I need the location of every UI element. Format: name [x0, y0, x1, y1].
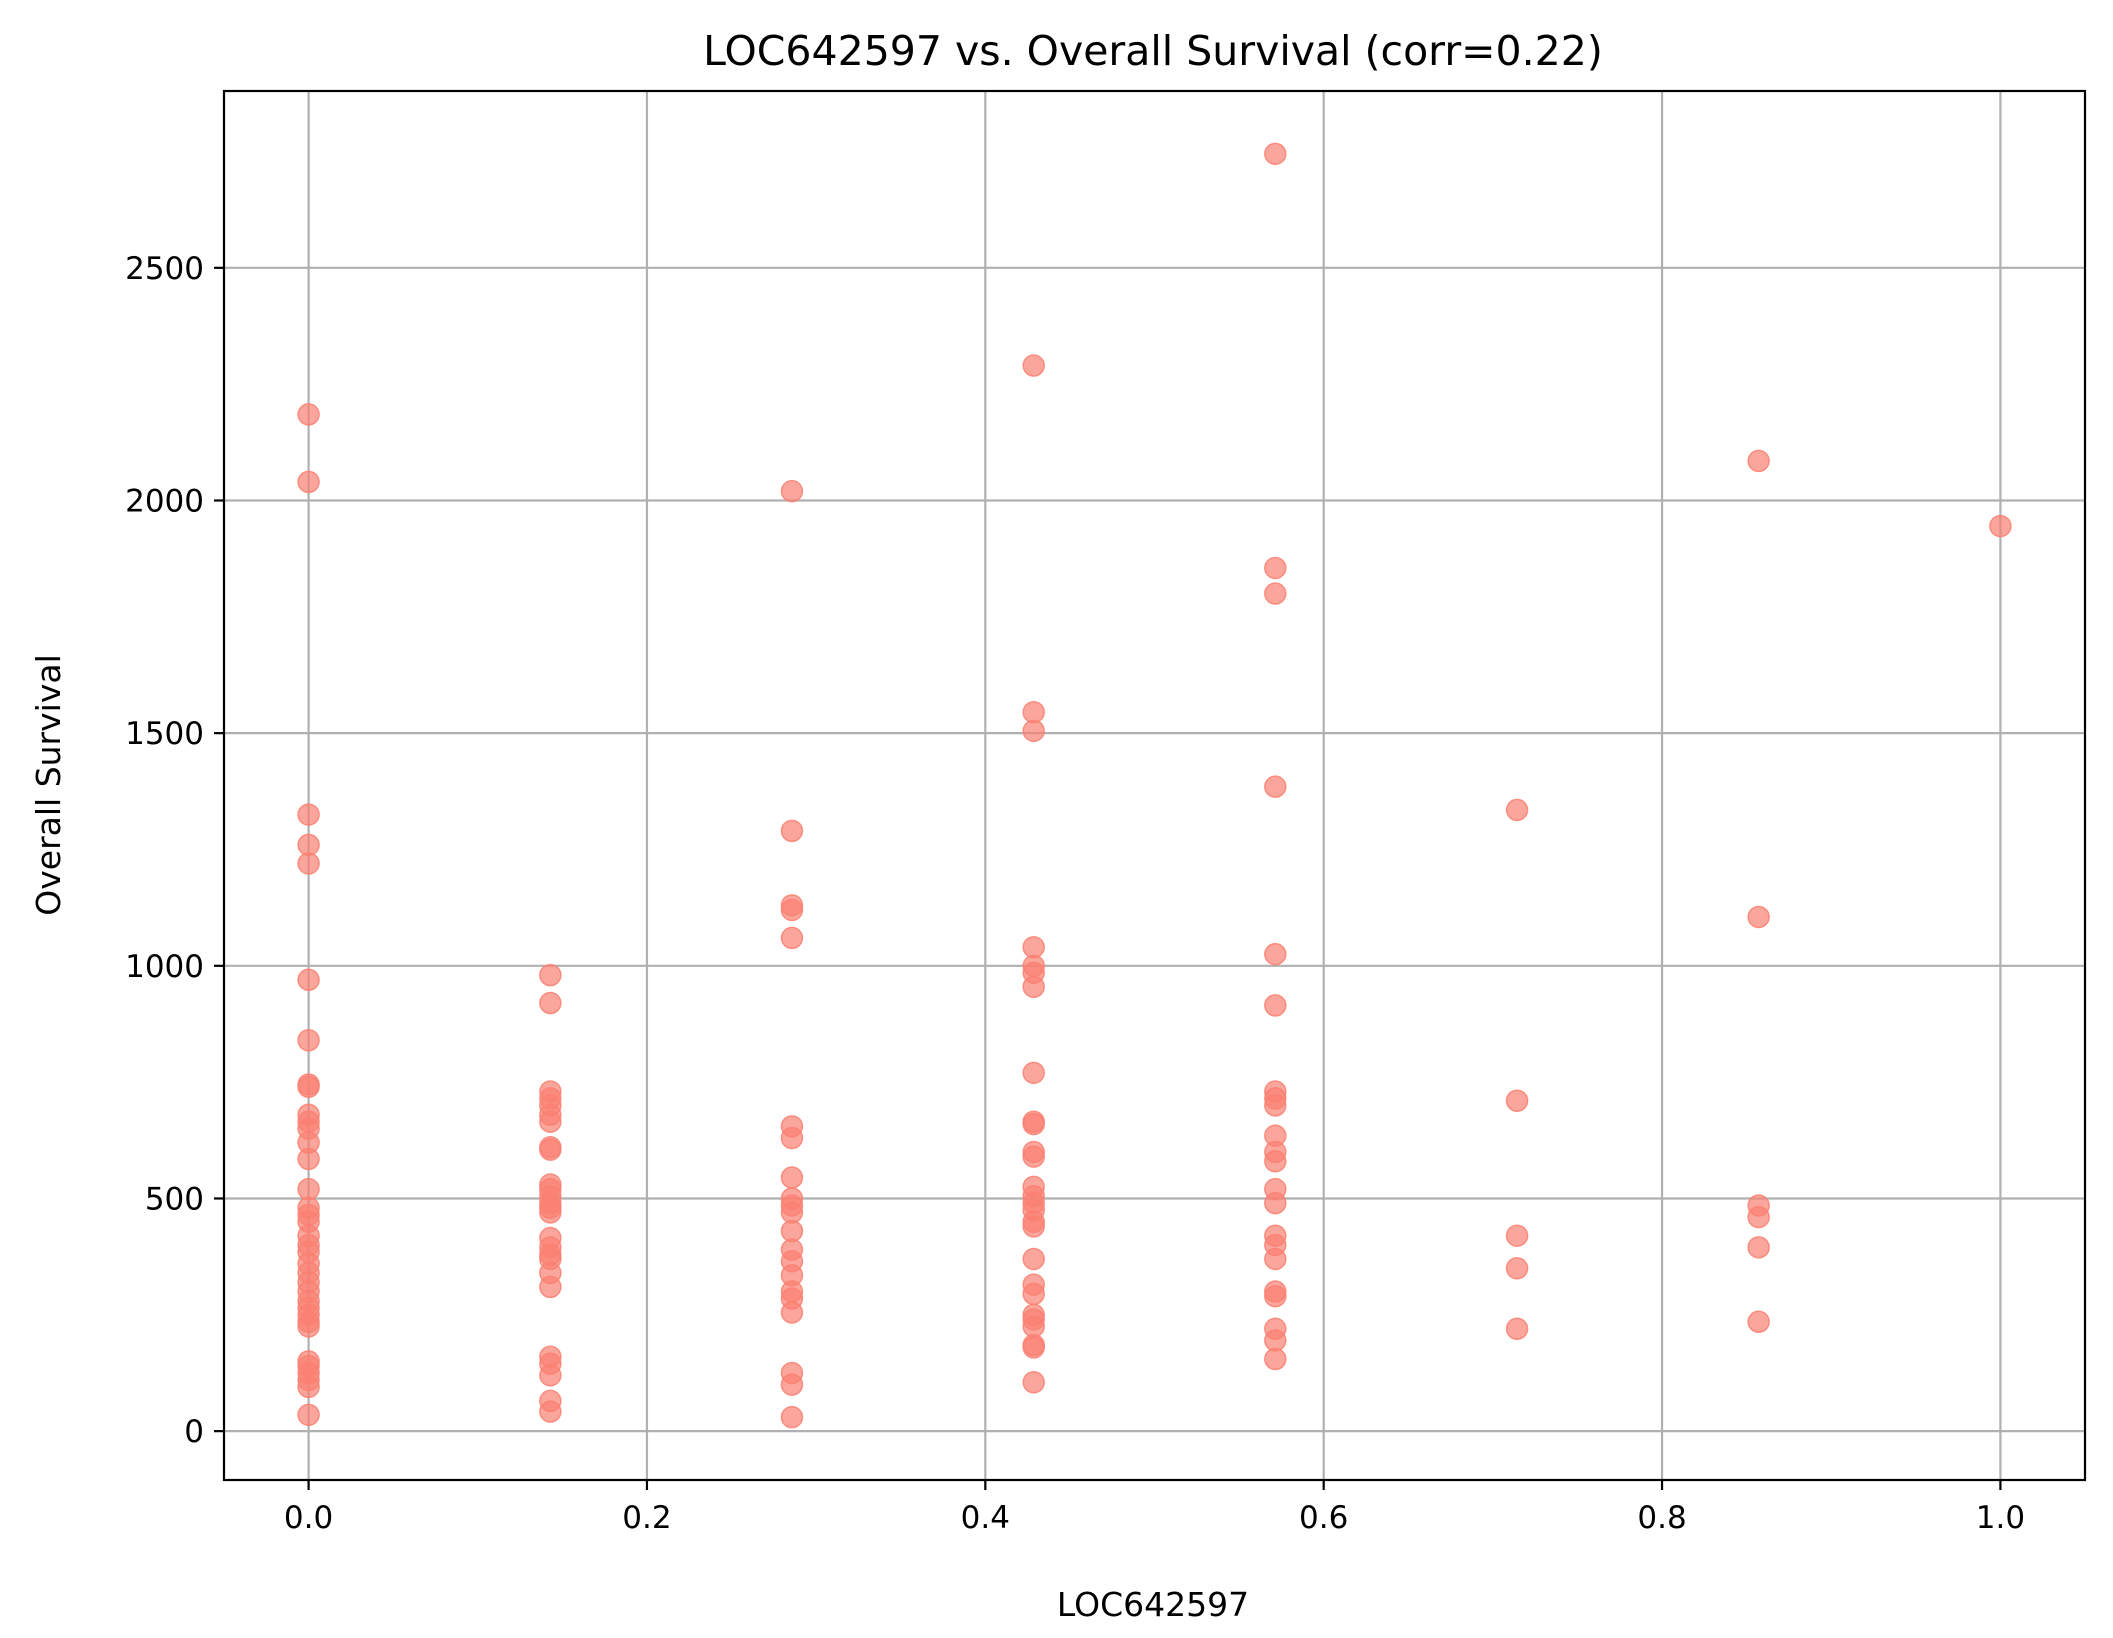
data-points [297, 142, 2012, 1429]
data-point [539, 1110, 562, 1133]
data-point [1022, 719, 1045, 743]
data-point [1022, 975, 1045, 999]
data-point [780, 926, 804, 950]
data-point [1022, 1282, 1045, 1306]
data-point [1505, 1257, 1529, 1280]
data-point [539, 1138, 562, 1161]
data-point [780, 1126, 804, 1150]
data-point [539, 1201, 562, 1224]
data-point [1264, 1150, 1287, 1173]
data-point [1264, 994, 1287, 1017]
y-tick-label: 0 [184, 1414, 204, 1450]
x-tick-label: 1.0 [1976, 1500, 2025, 1536]
data-point [1264, 775, 1287, 798]
x-tick-label: 0.8 [1637, 1500, 1686, 1536]
data-point [780, 819, 804, 843]
data-point [1264, 1247, 1287, 1271]
data-point [297, 1147, 320, 1171]
data-point [780, 1219, 804, 1243]
data-point [1264, 942, 1287, 966]
data-point [780, 1301, 804, 1324]
data-point [1022, 935, 1045, 959]
data-point [1505, 1317, 1529, 1341]
y-axis-ticks: 0 500 1000 1500 2000 2500 [125, 251, 224, 1450]
data-point [780, 898, 804, 922]
data-point [539, 1400, 562, 1423]
data-point [1264, 556, 1287, 580]
data-point [1022, 1247, 1045, 1271]
data-point [1747, 1236, 1770, 1259]
data-point [780, 1405, 804, 1429]
data-point [1022, 1315, 1045, 1338]
data-point [1747, 1310, 1770, 1334]
x-axis-label: LOC642597 [1057, 1585, 1249, 1624]
data-point [1022, 1112, 1045, 1136]
data-point [297, 852, 320, 875]
y-tick-label: 500 [145, 1181, 204, 1217]
data-point [780, 479, 804, 503]
plot-frame [222, 89, 2087, 1482]
data-point [1505, 1224, 1529, 1247]
data-point [297, 403, 320, 426]
data-point [297, 803, 320, 826]
x-tick-label: 0.6 [1299, 1500, 1348, 1536]
data-point [539, 1275, 562, 1299]
y-tick-label: 1000 [125, 949, 204, 985]
y-tick-label: 2000 [125, 483, 204, 519]
data-point [780, 1373, 804, 1396]
data-point [539, 1364, 562, 1387]
grid-lines [224, 91, 2085, 1480]
data-point [1264, 1347, 1287, 1371]
data-point [1264, 1094, 1287, 1117]
data-point [297, 470, 320, 494]
data-point [1505, 798, 1529, 822]
data-point [539, 991, 562, 1015]
x-axis-ticks: 0.0 0.2 0.4 0.6 0.8 1.0 [284, 1480, 2025, 1536]
y-tick-label: 2500 [125, 251, 204, 287]
data-point [1505, 1089, 1529, 1113]
data-point [297, 968, 320, 992]
data-point [1264, 582, 1287, 605]
data-point [297, 1075, 320, 1099]
data-point [1022, 1145, 1045, 1168]
data-point [1022, 700, 1045, 724]
chart-title: LOC642597 vs. Overall Survival (corr=0.2… [703, 27, 1603, 75]
data-point [1747, 449, 1770, 473]
data-point [297, 833, 320, 857]
data-point [297, 1315, 320, 1338]
y-axis-label: Overall Survival [29, 654, 68, 915]
data-point [780, 1166, 804, 1189]
data-point [1022, 1371, 1045, 1394]
data-point [780, 1201, 804, 1224]
data-point [297, 1029, 320, 1052]
data-point [1022, 354, 1045, 377]
data-point [1747, 1205, 1770, 1229]
y-tick-label: 1500 [125, 716, 204, 752]
data-point [1022, 1215, 1045, 1238]
data-point [1264, 1284, 1287, 1308]
data-point [1989, 514, 2012, 538]
data-point [1022, 1336, 1045, 1359]
data-point [1264, 1329, 1287, 1352]
data-point [1022, 1061, 1045, 1085]
data-point [1747, 905, 1770, 929]
data-point [297, 1403, 320, 1427]
data-point [297, 1177, 320, 1201]
data-point [1264, 142, 1287, 166]
x-tick-label: 0.4 [961, 1500, 1010, 1536]
x-tick-label: 0.0 [284, 1500, 333, 1536]
data-point [297, 1375, 320, 1399]
x-tick-label: 0.2 [622, 1500, 671, 1536]
data-point [1264, 1191, 1287, 1215]
data-point [539, 963, 562, 987]
